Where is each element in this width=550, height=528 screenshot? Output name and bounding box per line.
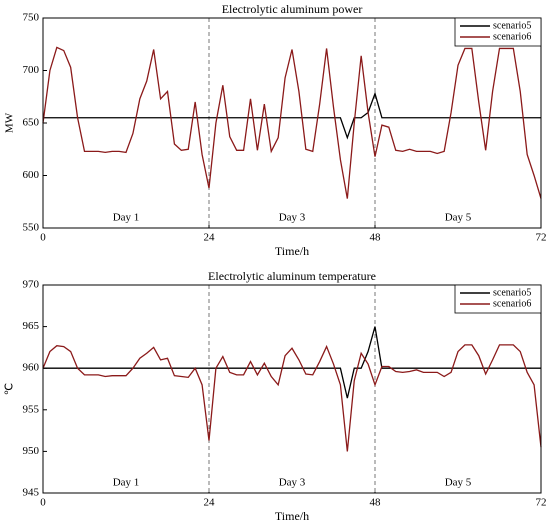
y-axis-label: ℃ <box>4 383 16 395</box>
y-tick-label: 550 <box>23 222 40 234</box>
y-tick-label: 970 <box>23 279 40 291</box>
day-label: Day 3 <box>279 477 306 489</box>
y-axis-label: MW <box>4 112 16 133</box>
y-tick-label: 960 <box>23 362 40 374</box>
chart-title: Electrolytic aluminum power <box>222 2 363 16</box>
chart-title: Electrolytic aluminum temperature <box>208 269 376 283</box>
series-line <box>42 344 542 452</box>
legend-label: scenario6 <box>493 298 531 309</box>
x-tick-label: 24 <box>204 497 216 509</box>
legend-box <box>454 17 542 47</box>
x-axis-label: Time/h <box>275 244 309 258</box>
legend-label: scenario5 <box>493 287 531 298</box>
series-line <box>42 46 542 199</box>
legend-box <box>454 284 542 314</box>
x-tick-label: 72 <box>536 232 547 244</box>
x-tick-label: 24 <box>204 232 216 244</box>
y-tick-label: 945 <box>23 487 40 499</box>
legend-label: scenario5 <box>493 20 531 31</box>
x-tick-label: 48 <box>370 497 382 509</box>
plot-frame <box>42 17 542 229</box>
day-label: Day 1 <box>113 477 140 489</box>
y-tick-label: 950 <box>23 445 40 457</box>
plot-frame <box>42 284 542 494</box>
y-tick-label: 600 <box>23 169 40 181</box>
x-axis-label: Time/h <box>275 509 309 523</box>
x-tick-label: 0 <box>40 232 46 244</box>
day-label: Day 3 <box>279 212 306 224</box>
y-tick-label: 955 <box>23 403 40 415</box>
day-label: Day 1 <box>113 212 140 224</box>
y-tick-label: 750 <box>23 12 40 24</box>
series-line <box>43 91 541 140</box>
x-tick-label: 0 <box>40 497 46 509</box>
y-tick-label: 650 <box>23 117 40 129</box>
x-tick-label: 48 <box>370 232 382 244</box>
day-label: Day 5 <box>445 477 472 489</box>
y-tick-label: 965 <box>23 320 40 332</box>
legend-label: scenario6 <box>493 31 531 42</box>
x-tick-label: 72 <box>536 497 547 509</box>
day-label: Day 5 <box>445 212 472 224</box>
y-tick-label: 700 <box>23 64 40 76</box>
series-line <box>43 326 541 399</box>
